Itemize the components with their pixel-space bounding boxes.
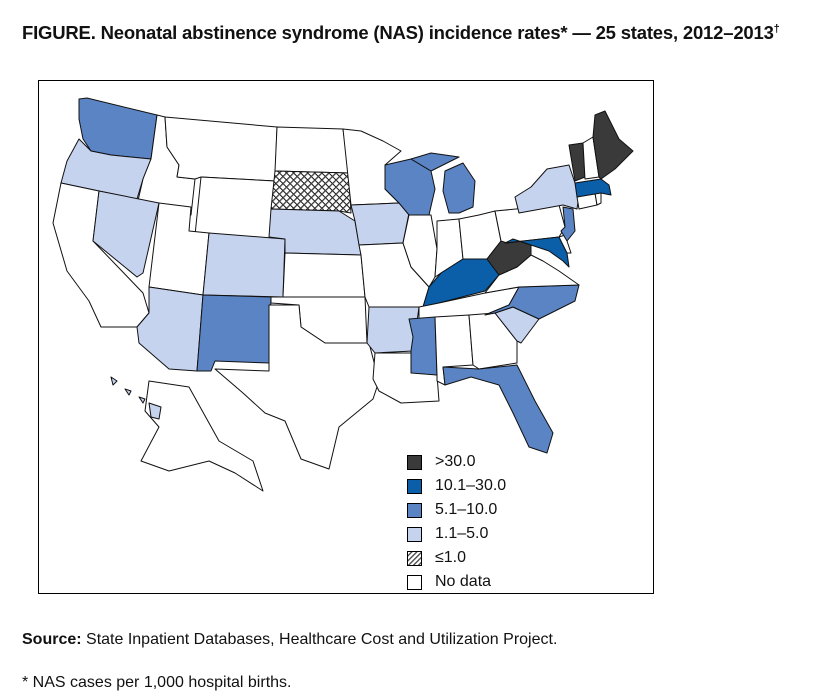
state-de <box>558 234 572 254</box>
legend-item-1-5: 1.1–5.0 <box>407 522 506 546</box>
legend-label-no-data: No data <box>435 573 492 590</box>
state-az <box>136 286 204 372</box>
legend-item-le1: ≤1.0 <box>407 546 506 570</box>
legend-label-10-30: 10.1–30.0 <box>435 477 507 494</box>
state-wy <box>194 176 276 242</box>
state-tx <box>214 304 380 470</box>
state-ms <box>408 316 438 376</box>
state-ia <box>350 202 410 246</box>
state-nd <box>274 126 350 174</box>
legend-swatch-10-30 <box>407 478 422 494</box>
state-nj <box>560 206 576 242</box>
state-ak <box>140 380 264 492</box>
source-text: State Inpatient Databases, Healthcare Co… <box>81 631 558 648</box>
state-ny <box>514 164 580 214</box>
legend-swatch-1-5 <box>407 526 422 542</box>
state-sd <box>270 170 352 214</box>
state-nm <box>196 294 272 372</box>
legend-label-le1: ≤1.0 <box>435 549 467 566</box>
state-wa <box>78 97 158 160</box>
state-me <box>592 110 634 180</box>
source-label: Source: <box>22 631 82 648</box>
source-note: Source: State Inpatient Databases, Healt… <box>22 631 557 649</box>
legend-label-5-10: 5.1–10.0 <box>435 501 498 518</box>
map-legend: >30.0 10.1–30.0 5.1–10.0 1.1–5.0 ≤1.0 No… <box>407 450 506 594</box>
legend-label-1-5: 1.1–5.0 <box>435 525 489 542</box>
legend-item-gt30: >30.0 <box>407 450 506 474</box>
state-nv <box>92 190 160 278</box>
legend-item-5-10: 5.1–10.0 <box>407 498 506 522</box>
state-nc <box>484 284 580 320</box>
legend-item-no-data: No data <box>407 570 506 594</box>
legend-swatch-gt30 <box>407 454 422 470</box>
state-fl <box>442 364 554 454</box>
state-il <box>402 214 438 288</box>
legend-swatch-le1 <box>407 550 422 566</box>
legend-swatch-no-data <box>407 574 422 590</box>
figure-title-text: Neonatal abstinence syndrome (NAS) incid… <box>95 22 774 43</box>
state-ks <box>282 252 366 298</box>
state-ma <box>574 178 612 198</box>
figure-title-label: FIGURE. <box>22 22 96 43</box>
us-map <box>52 97 634 492</box>
legend-swatch-5-10 <box>407 502 422 518</box>
legend-item-10-30: 10.1–30.0 <box>407 474 506 498</box>
legend-label-gt30: >30.0 <box>435 453 476 470</box>
state-mt <box>164 116 278 182</box>
state-ar <box>366 306 420 354</box>
figure-title-mark: † <box>773 22 780 35</box>
footnote: * NAS cases per 1,000 hospital births. <box>22 674 292 691</box>
state-mi <box>410 152 476 214</box>
state-co <box>202 232 286 298</box>
figure-title: FIGURE. Neonatal abstinence syndrome (NA… <box>22 22 780 44</box>
states-layer <box>52 97 634 492</box>
state-hi <box>110 376 162 420</box>
map-frame <box>38 80 654 594</box>
